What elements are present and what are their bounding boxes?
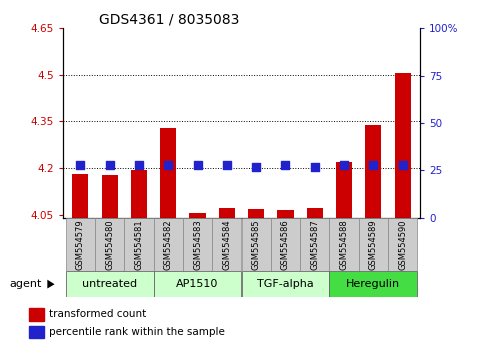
Bar [124, 218, 154, 271]
Text: untreated: untreated [82, 279, 137, 289]
Bar [395, 73, 411, 218]
Bar [365, 125, 382, 218]
Bar [160, 128, 176, 218]
Text: TGF-alpha: TGF-alpha [257, 279, 314, 289]
Bar [388, 218, 417, 271]
Text: GSM554588: GSM554588 [340, 219, 349, 270]
Polygon shape [47, 280, 55, 289]
Bar [242, 218, 271, 271]
Bar [271, 218, 300, 271]
Bar [212, 218, 242, 271]
Text: GSM554581: GSM554581 [134, 219, 143, 270]
Text: GSM554580: GSM554580 [105, 219, 114, 270]
Bar [28, 326, 44, 338]
Bar [242, 271, 329, 297]
Text: GSM554582: GSM554582 [164, 219, 173, 270]
Point [399, 162, 407, 167]
Bar [336, 162, 352, 218]
Bar [300, 218, 329, 271]
Point [223, 162, 231, 167]
Bar [359, 218, 388, 271]
Point [76, 162, 84, 167]
Bar [66, 271, 154, 297]
Point [369, 162, 377, 167]
Point [282, 162, 289, 167]
Bar [219, 209, 235, 218]
Bar [277, 210, 294, 218]
Point [135, 162, 143, 167]
Bar [329, 218, 359, 271]
Text: transformed count: transformed count [49, 309, 146, 319]
Text: GSM554583: GSM554583 [193, 219, 202, 270]
Bar [329, 271, 417, 297]
Point [340, 162, 348, 167]
Point [194, 162, 201, 167]
Bar [154, 218, 183, 271]
Point [311, 164, 319, 170]
Text: Heregulin: Heregulin [346, 279, 400, 289]
Bar [189, 213, 206, 218]
Text: GSM554585: GSM554585 [252, 219, 261, 270]
Text: GSM554579: GSM554579 [76, 219, 85, 270]
Bar [66, 218, 95, 271]
Bar [131, 170, 147, 218]
Point [106, 162, 114, 167]
Bar [154, 271, 242, 297]
Bar [307, 208, 323, 218]
Text: GSM554590: GSM554590 [398, 219, 407, 270]
Bar [101, 175, 118, 218]
Point [164, 162, 172, 167]
Text: agent: agent [10, 279, 42, 289]
Bar [72, 174, 88, 218]
Bar [183, 218, 212, 271]
Text: GSM554586: GSM554586 [281, 219, 290, 270]
Text: GSM554589: GSM554589 [369, 219, 378, 270]
Bar [248, 209, 264, 218]
Bar [28, 308, 44, 321]
Text: GSM554584: GSM554584 [222, 219, 231, 270]
Point [252, 164, 260, 170]
Text: AP1510: AP1510 [176, 279, 219, 289]
Text: GSM554587: GSM554587 [310, 219, 319, 270]
Text: percentile rank within the sample: percentile rank within the sample [49, 327, 225, 337]
Bar [95, 218, 124, 271]
Text: GDS4361 / 8035083: GDS4361 / 8035083 [99, 12, 239, 27]
